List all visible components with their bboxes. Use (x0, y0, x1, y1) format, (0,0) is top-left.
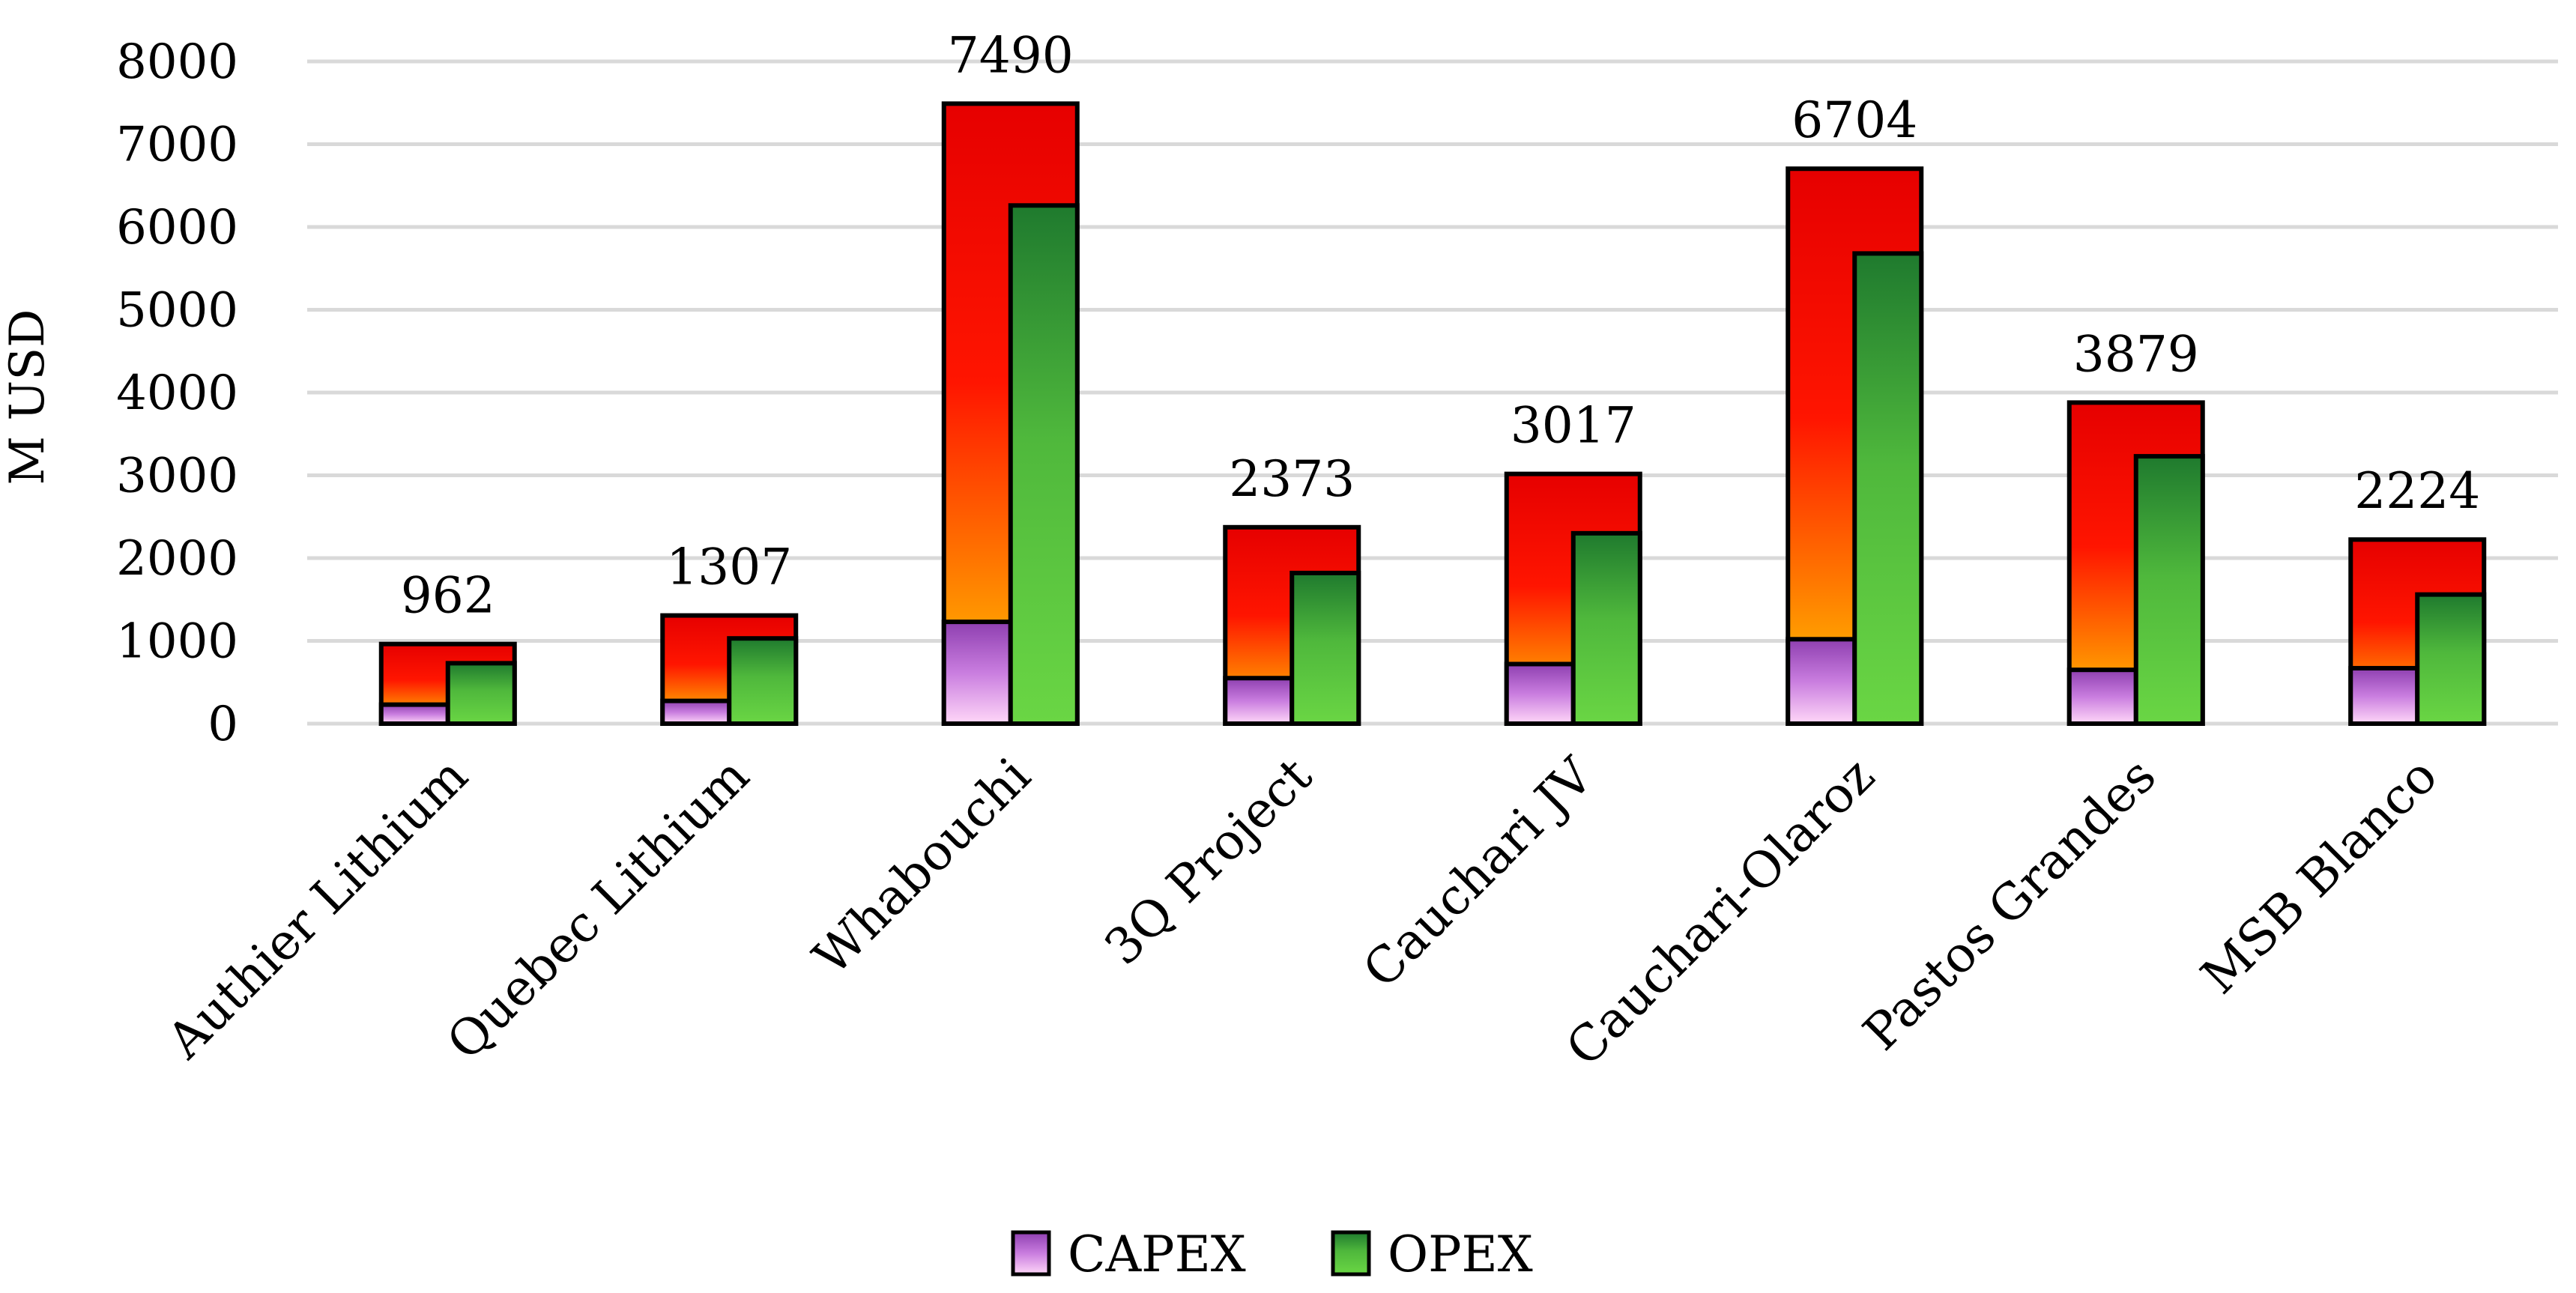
total-value-label: 1307 (666, 539, 792, 596)
capex-bar (941, 620, 1013, 727)
opex-bar (445, 661, 517, 727)
legend-swatch-capex (1011, 1230, 1051, 1277)
total-value-label: 2373 (1229, 450, 1355, 508)
capex-bar (2066, 667, 2138, 726)
opex-bar (2415, 592, 2487, 726)
legend: CAPEX OPEX (1011, 1226, 1533, 1283)
category-label: Quebec Lithium (436, 747, 761, 1071)
total-value-label: 7490 (948, 26, 1074, 84)
opex-bar (1289, 570, 1361, 727)
category-label: Whabouchi (802, 747, 1041, 986)
capex-bar (1504, 661, 1576, 726)
category-label: Authier Lithium (156, 747, 479, 1070)
legend-label-opex: OPEX (1388, 1226, 1533, 1283)
category-label: Pastos Grandes (1852, 747, 2167, 1062)
total-value-label: 962 (401, 567, 495, 625)
y-tick-label: 6000 (116, 200, 238, 255)
y-tick-label: 1000 (116, 614, 238, 670)
y-tick-label: 8000 (116, 34, 238, 90)
opex-bar (727, 636, 799, 726)
y-tick-label: 4000 (116, 366, 238, 421)
capex-bar (1223, 676, 1295, 726)
legend-label-capex: CAPEX (1068, 1226, 1246, 1283)
category-label: 3Q Project (1094, 747, 1323, 976)
opex-bar (1570, 530, 1642, 726)
y-tick-label: 3000 (116, 449, 238, 504)
total-value-label: 3017 (1511, 397, 1636, 455)
legend-swatch-opex (1331, 1230, 1371, 1277)
category-label: Cauchari-Olaroz (1555, 747, 1885, 1077)
category-label: MSB Blanco (2190, 747, 2449, 1005)
bars (378, 101, 2487, 727)
capex-bar (2348, 665, 2420, 727)
y-tick-label: 7000 (116, 118, 238, 173)
y-tick-label: 2000 (116, 531, 238, 587)
y-axis-title: M USD (0, 309, 55, 485)
capex-bar (378, 702, 450, 727)
capex-bar (660, 698, 732, 726)
total-value-label: 6704 (1792, 91, 1917, 149)
y-tick-label: 0 (208, 697, 238, 752)
gridlines (307, 59, 2558, 726)
total-labels: 962 1307 7490 2373 3017 6704 3879 2224 (401, 26, 2480, 624)
opex-bar (2133, 454, 2205, 727)
opex-bar (1008, 203, 1080, 726)
opex-bar (1852, 251, 1924, 726)
y-axis-ticks: 0 1000 2000 3000 4000 5000 6000 7000 8000 (116, 34, 238, 752)
category-label: Cauchari JV (1352, 746, 1605, 999)
y-tick-label: 5000 (116, 283, 238, 339)
total-value-label: 3879 (2073, 325, 2199, 383)
capex-bar (1786, 637, 1857, 726)
total-value-label: 2224 (2354, 462, 2480, 520)
